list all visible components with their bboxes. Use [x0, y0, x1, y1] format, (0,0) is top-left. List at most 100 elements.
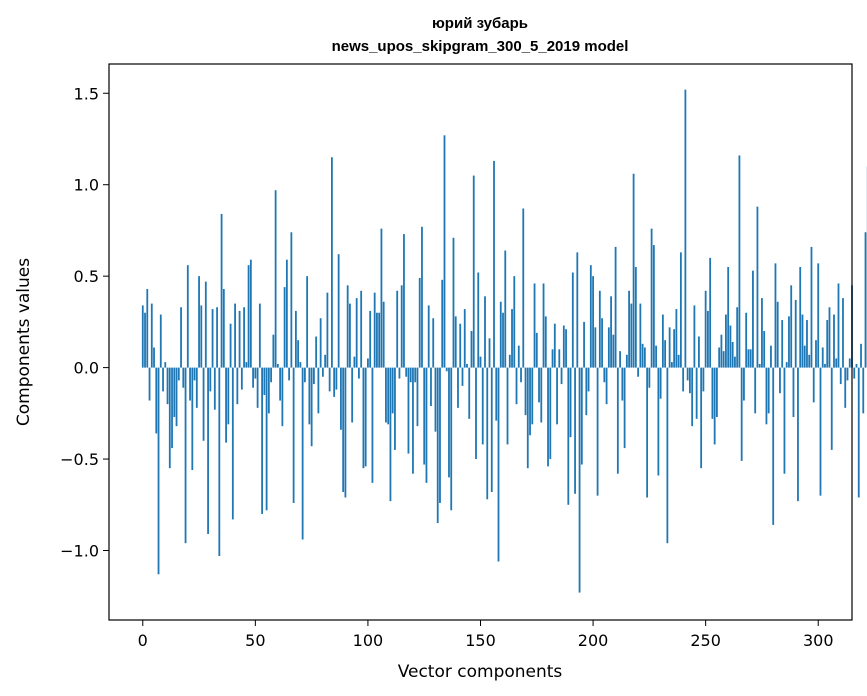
- bar: [688, 367, 691, 394]
- bar: [594, 327, 597, 368]
- bar: [265, 367, 268, 511]
- bar: [722, 351, 725, 368]
- bar: [222, 288, 225, 368]
- bar: [718, 347, 721, 368]
- bar: [459, 323, 462, 368]
- bar: [664, 340, 667, 368]
- bar: [848, 358, 851, 368]
- bar: [360, 290, 363, 368]
- bar: [466, 363, 468, 368]
- bar: [355, 298, 358, 368]
- bar: [342, 367, 345, 492]
- bar: [515, 367, 518, 405]
- y-axis-ticks: −1.0 −0.5 0.0 0.5 1.0 1.5: [60, 84, 109, 561]
- bar: [452, 237, 455, 368]
- bar: [743, 367, 745, 401]
- bar: [857, 367, 860, 498]
- bar: [157, 367, 160, 575]
- bar: [193, 367, 196, 381]
- x-axis-ticks: 0 50 100 150 200 250 300: [138, 620, 834, 650]
- bar: [335, 367, 338, 390]
- bar: [855, 363, 858, 368]
- bar: [821, 347, 824, 368]
- bar: [508, 354, 511, 368]
- bar: [200, 305, 203, 368]
- bar: [310, 367, 313, 447]
- bar: [551, 349, 554, 368]
- bar: [319, 318, 322, 368]
- bar: [652, 245, 655, 368]
- bar: [412, 367, 414, 474]
- bar: [727, 267, 730, 368]
- bar: [362, 367, 365, 469]
- bar: [682, 367, 685, 392]
- bar: [833, 314, 835, 368]
- bar: [173, 367, 176, 417]
- bar: [686, 367, 689, 381]
- bar: [389, 367, 392, 502]
- bar: [141, 305, 144, 368]
- bar: [479, 356, 482, 368]
- bar: [565, 329, 567, 368]
- bar: [598, 290, 601, 368]
- bar: [540, 367, 543, 423]
- bar: [499, 301, 502, 368]
- x-tick-label: 200: [578, 631, 609, 650]
- bar: [702, 367, 705, 392]
- bar: [585, 367, 588, 416]
- bar: [493, 160, 495, 368]
- bar: [668, 327, 671, 368]
- bar: [693, 305, 696, 368]
- bar: [249, 259, 252, 368]
- bar: [484, 296, 486, 368]
- bar: [403, 234, 405, 368]
- bar: [306, 276, 309, 368]
- bar: [490, 367, 493, 492]
- bar: [655, 345, 658, 368]
- bar: [725, 314, 727, 368]
- bar: [344, 367, 347, 498]
- bar: [801, 314, 804, 368]
- bar: [195, 367, 198, 408]
- bar: [312, 367, 315, 385]
- bar: [824, 363, 826, 368]
- bar: [605, 367, 608, 405]
- bar: [695, 367, 698, 419]
- bar: [763, 331, 766, 368]
- chart-title-line2: news_upos_skipgram_300_5_2019 model: [332, 38, 629, 55]
- bar: [216, 307, 218, 368]
- bar: [380, 228, 383, 368]
- bar: [177, 367, 180, 381]
- bar: [754, 367, 757, 414]
- bar: [240, 367, 243, 390]
- bar: [812, 367, 815, 403]
- bar: [168, 367, 171, 469]
- bar: [252, 367, 254, 388]
- bar: [321, 367, 324, 377]
- bar: [263, 367, 266, 396]
- bar: [454, 316, 457, 368]
- bar: [774, 263, 777, 368]
- bar: [556, 367, 558, 425]
- bar: [258, 303, 261, 368]
- bar: [261, 367, 263, 514]
- bar: [761, 298, 763, 368]
- bar: [844, 367, 847, 408]
- bar: [367, 358, 369, 368]
- bar: [207, 367, 209, 535]
- bar: [303, 367, 306, 383]
- bar: [587, 367, 590, 392]
- x-tick-label: 100: [353, 631, 384, 650]
- bar: [670, 362, 673, 368]
- bar: [317, 367, 320, 414]
- bar: [290, 232, 293, 368]
- bar: [641, 343, 644, 368]
- bar: [684, 89, 687, 368]
- bar: [285, 259, 288, 368]
- bar: [349, 303, 351, 368]
- bar: [387, 367, 390, 425]
- bar: [148, 367, 151, 401]
- y-tick-label: −0.5: [60, 450, 99, 469]
- bar: [391, 367, 394, 414]
- bar: [520, 367, 522, 383]
